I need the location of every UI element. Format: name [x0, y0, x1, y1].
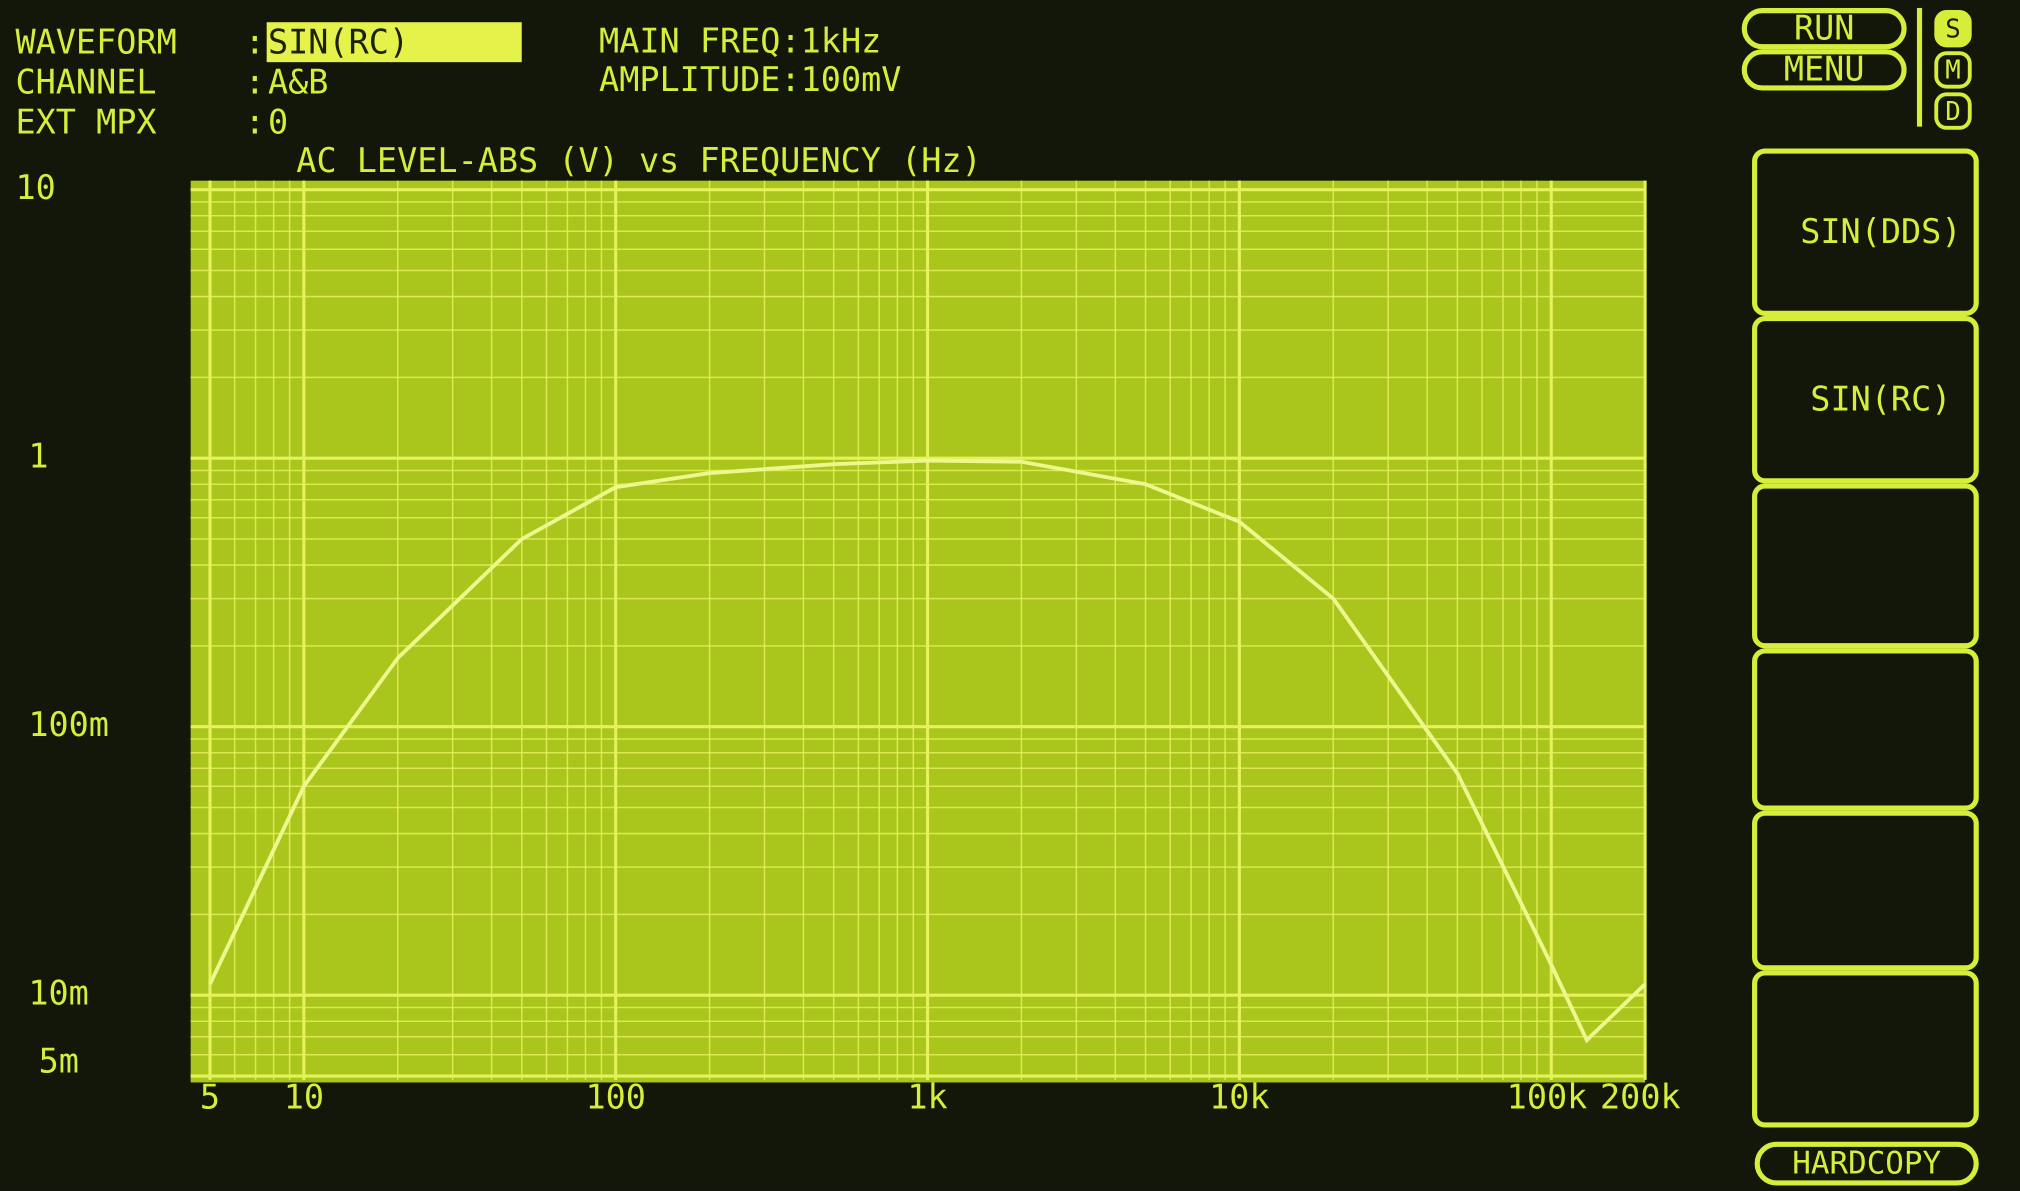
- x-tick-label: 5: [200, 1078, 220, 1117]
- softkey-frame[interactable]: [1752, 648, 1979, 811]
- x-tick-label: 10k: [1209, 1078, 1269, 1117]
- field-sep: :: [245, 102, 265, 141]
- run-label[interactable]: RUN: [1794, 8, 1854, 47]
- softkey-label[interactable]: SIN(RC): [1810, 379, 1951, 418]
- softkey-frame[interactable]: [1752, 483, 1979, 649]
- x-tick-label: 100k: [1507, 1078, 1588, 1117]
- softkey-frame[interactable]: [1752, 148, 1979, 316]
- chart-title: AC LEVEL-ABS (V) vs FREQUENCY (Hz): [296, 141, 981, 180]
- field-label: EXT MPX: [15, 102, 156, 141]
- softkey-frame[interactable]: [1752, 970, 1979, 1128]
- y-tick-label: 5m: [39, 1042, 79, 1081]
- field-sep: :: [245, 63, 265, 102]
- mode-label: M: [1945, 56, 1961, 86]
- value-highlight: [266, 22, 522, 63]
- softkey-frame[interactable]: [1752, 810, 1979, 971]
- mode-indicator: [1934, 51, 1972, 89]
- y-tick-label: 10m: [28, 974, 88, 1013]
- y-tick-label: 1: [28, 437, 48, 476]
- run-frame[interactable]: [1741, 8, 1907, 50]
- softkey-frames: [1741, 8, 1979, 1186]
- y-tick-label: 100m: [28, 705, 109, 744]
- x-tick-label: 10: [284, 1078, 324, 1117]
- mode-label: D: [1945, 97, 1961, 127]
- field-sep: :: [245, 23, 265, 62]
- amplitude: AMPLITUDE:100mV: [599, 60, 901, 99]
- field-value: SIN(RC): [268, 23, 409, 62]
- main-freq: MAIN FREQ:1kHz: [599, 21, 881, 60]
- field-label: CHANNEL: [15, 63, 156, 102]
- menu-frame[interactable]: [1741, 49, 1907, 91]
- mode-indicator: [1934, 92, 1972, 130]
- x-tick-label: 100: [585, 1078, 645, 1117]
- softkey-label[interactable]: SIN(DDS): [1800, 212, 1961, 251]
- mode-indicator: [1934, 9, 1972, 48]
- y-tick-label: 10: [15, 168, 55, 207]
- data-line: [208, 458, 1647, 1044]
- hardcopy-frame[interactable]: [1754, 1141, 1979, 1186]
- hardcopy-label[interactable]: HARDCOPY: [1792, 1145, 1941, 1181]
- x-tick-label: 200k: [1600, 1078, 1681, 1117]
- plot-area: [190, 180, 1646, 1083]
- menu-label[interactable]: MENU: [1784, 50, 1865, 89]
- mode-label: S: [1945, 14, 1961, 44]
- field-value: A&B: [268, 63, 328, 102]
- softkey-frame[interactable]: [1752, 315, 1979, 484]
- field-label: WAVEFORM: [15, 23, 176, 62]
- field-value: 0: [268, 102, 288, 141]
- x-tick-label: 1k: [907, 1078, 947, 1117]
